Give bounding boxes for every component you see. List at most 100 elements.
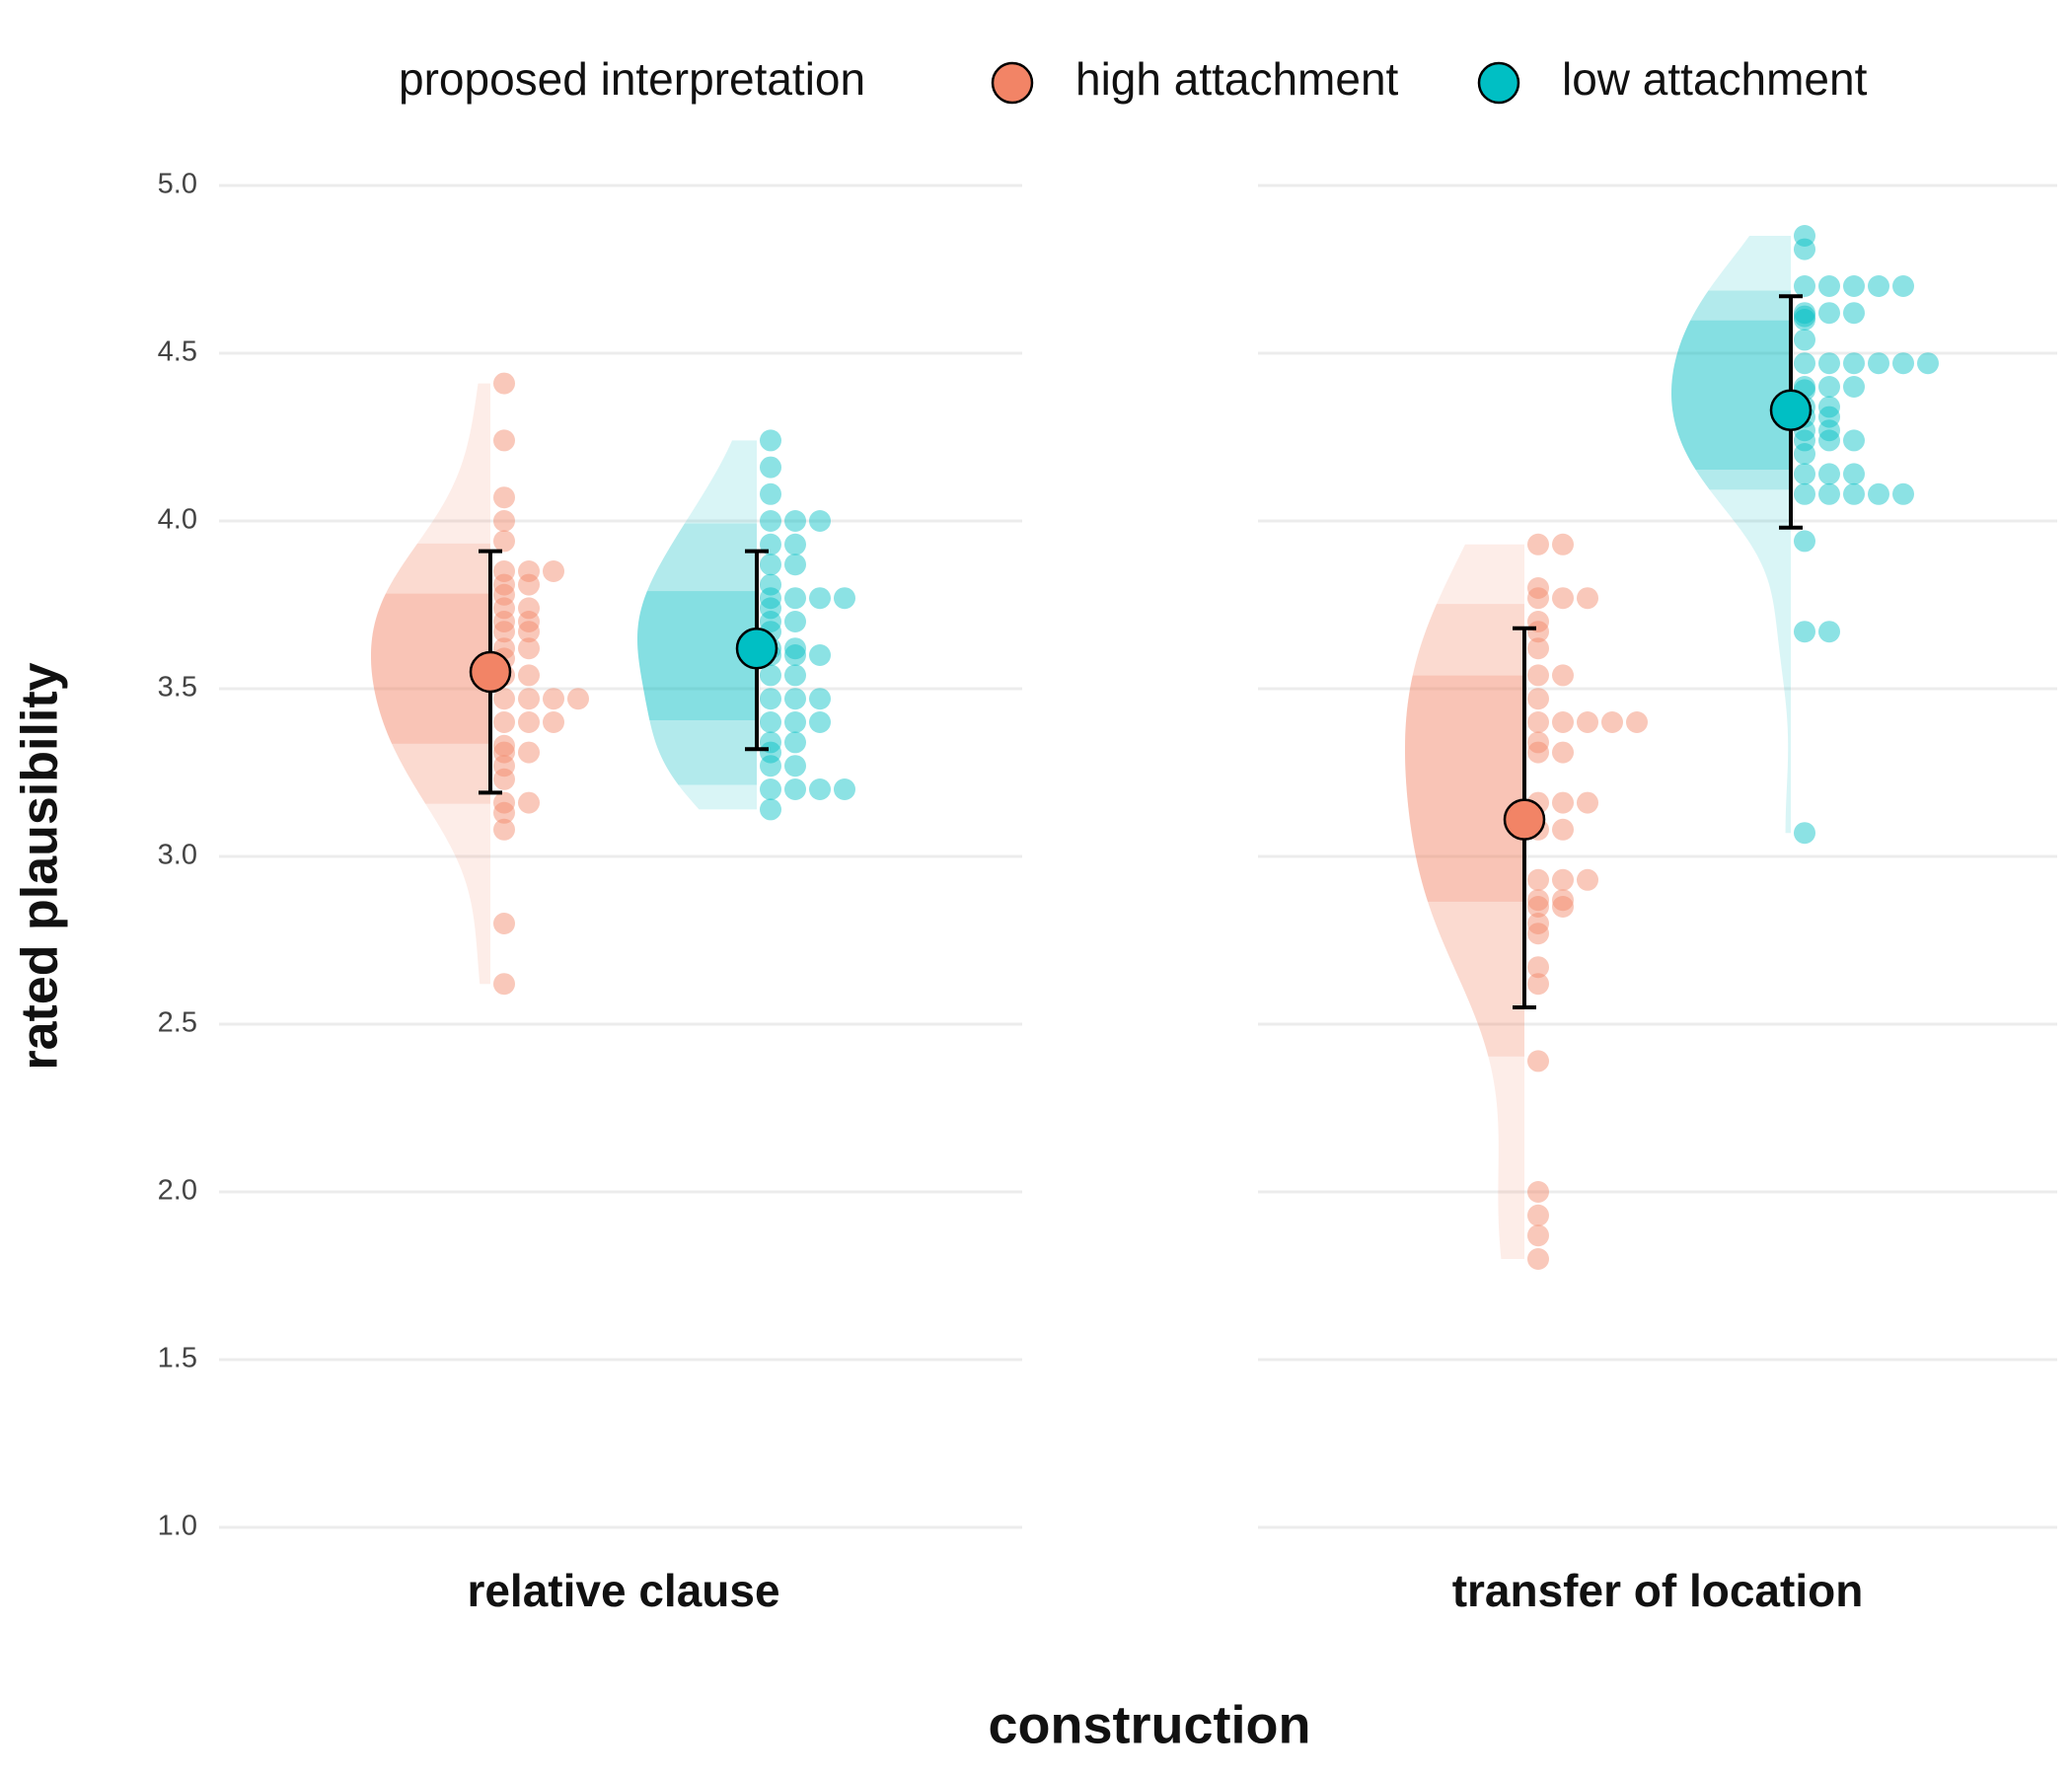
- data-point: [1892, 482, 1914, 505]
- data-point: [1818, 463, 1840, 485]
- data-point: [1843, 429, 1865, 452]
- data-point: [493, 741, 515, 764]
- data-point: [1527, 1248, 1549, 1270]
- data-point: [1527, 533, 1549, 555]
- data-point: [493, 818, 515, 841]
- data-point: [1794, 225, 1815, 247]
- data-point: [1527, 587, 1549, 610]
- data-point: [518, 741, 540, 764]
- data-point: [518, 560, 540, 582]
- data-point: [1577, 711, 1598, 733]
- data-point: [809, 510, 831, 532]
- y-tick-label: 3.5: [158, 672, 197, 703]
- data-point: [1917, 352, 1939, 375]
- data-point: [1818, 396, 1840, 418]
- mean-point: [735, 627, 778, 670]
- data-point: [1527, 741, 1549, 764]
- data-point: [1818, 406, 1840, 428]
- data-point: [493, 734, 515, 757]
- data-point: [518, 688, 540, 710]
- data-point: [493, 973, 515, 996]
- legend-label: high attachment: [1075, 53, 1399, 105]
- density-band: [1671, 236, 1791, 834]
- data-point: [784, 778, 806, 800]
- data-point: [1794, 822, 1815, 845]
- data-point: [1527, 1204, 1549, 1226]
- data-point: [1794, 238, 1815, 260]
- data-point: [493, 688, 515, 710]
- density-band: [371, 593, 490, 744]
- data-point: [784, 731, 806, 754]
- y-tick-label: 2.0: [158, 1175, 197, 1207]
- data-point: [834, 778, 855, 800]
- data-point: [518, 664, 540, 687]
- data-point: [1794, 621, 1815, 643]
- mean-point: [1769, 389, 1813, 432]
- density-band: [1405, 604, 1524, 1057]
- x-axis-title: construction: [988, 1695, 1310, 1754]
- data-point: [784, 711, 806, 733]
- data-point: [493, 755, 515, 777]
- data-point: [493, 791, 515, 814]
- data-point: [493, 768, 515, 790]
- density-band: [1671, 290, 1791, 490]
- legend-marker: [1477, 61, 1520, 105]
- data-point: [1527, 688, 1549, 710]
- data-point: [1552, 896, 1574, 918]
- data-point: [518, 611, 540, 632]
- data-point: [567, 688, 589, 710]
- legend: proposed interpretation high attachment lo…: [399, 53, 1868, 105]
- data-point: [760, 664, 781, 687]
- data-point: [1577, 587, 1598, 610]
- data-point: [1626, 711, 1648, 733]
- data-point: [1818, 275, 1840, 297]
- data-point: [543, 711, 564, 733]
- data-point: [493, 530, 515, 553]
- data-point: [784, 533, 806, 555]
- data-point: [760, 688, 781, 710]
- data-point: [1818, 621, 1840, 643]
- data-point: [518, 791, 540, 814]
- data-point: [1527, 577, 1549, 599]
- data-point: [1527, 664, 1549, 687]
- density-band: [1405, 675, 1524, 902]
- data-point: [1818, 352, 1840, 375]
- data-point: [543, 688, 564, 710]
- density-band: [637, 523, 757, 785]
- data-point: [1527, 637, 1549, 660]
- y-axis-title: rated plausibility: [12, 662, 69, 1070]
- data-point: [1552, 791, 1574, 814]
- data-point: [784, 755, 806, 777]
- data-point: [1527, 1224, 1549, 1247]
- data-point: [493, 372, 515, 395]
- data-point: [493, 913, 515, 934]
- data-point: [1794, 309, 1815, 331]
- data-point: [493, 621, 515, 643]
- data-point: [493, 573, 515, 596]
- data-point: [1818, 419, 1840, 442]
- data-point: [760, 755, 781, 777]
- data-point: [1552, 711, 1574, 733]
- data-point: [493, 611, 515, 632]
- data-point: [1843, 275, 1865, 297]
- data-point: [784, 644, 806, 666]
- data-point: [1843, 463, 1865, 485]
- data-point: [834, 587, 855, 610]
- data-point: [1527, 889, 1549, 912]
- data-point: [1843, 302, 1865, 325]
- data-point: [760, 798, 781, 821]
- data-point: [760, 711, 781, 733]
- y-tick-label: 2.5: [158, 1007, 197, 1039]
- data-point: [493, 486, 515, 509]
- data-point: [1794, 352, 1815, 375]
- data-point: [1527, 711, 1549, 733]
- data-point: [760, 429, 781, 452]
- density-band: [371, 383, 490, 985]
- data-point: [784, 554, 806, 576]
- data-point: [1527, 1050, 1549, 1073]
- data-point: [1527, 973, 1549, 996]
- data-point: [1577, 868, 1598, 891]
- legend-label: low attachment: [1562, 53, 1868, 105]
- data-point: [784, 611, 806, 632]
- data-point: [784, 587, 806, 610]
